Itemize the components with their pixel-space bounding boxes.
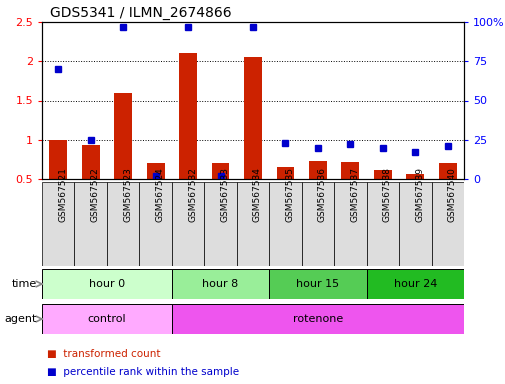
Bar [49,140,67,179]
Bar [82,145,99,179]
Bar [243,57,262,179]
Text: agent: agent [5,314,37,324]
Bar [333,182,366,266]
Bar [42,269,172,299]
Bar [406,174,423,179]
Text: control: control [87,314,126,324]
Bar [172,304,463,334]
Text: GSM567523: GSM567523 [123,167,132,222]
Bar [438,163,456,179]
Bar [269,182,301,266]
Text: ■  percentile rank within the sample: ■ percentile rank within the sample [47,367,239,377]
Text: time: time [12,279,37,289]
Text: GDS5341 / ILMN_2674866: GDS5341 / ILMN_2674866 [50,6,232,20]
Bar [139,182,172,266]
Bar [211,163,229,179]
Text: hour 8: hour 8 [202,279,238,289]
Bar [74,182,107,266]
Text: hour 24: hour 24 [393,279,436,289]
Bar [366,182,398,266]
Text: GSM567524: GSM567524 [156,167,164,222]
Bar [204,182,236,266]
Bar [172,269,269,299]
Bar [276,167,294,179]
Bar [146,163,164,179]
Text: GSM567537: GSM567537 [349,167,359,222]
Text: GSM567535: GSM567535 [285,167,294,222]
Text: GSM567539: GSM567539 [415,167,424,222]
Text: GSM567522: GSM567522 [90,167,99,222]
Bar [366,269,463,299]
Bar [114,93,132,179]
Text: GSM567538: GSM567538 [382,167,391,222]
Text: GSM567540: GSM567540 [447,167,456,222]
Text: ■  transformed count: ■ transformed count [47,349,160,359]
Bar [301,182,333,266]
Text: GSM567534: GSM567534 [252,167,262,222]
Text: rotenone: rotenone [292,314,342,324]
Text: hour 0: hour 0 [89,279,125,289]
Bar [431,182,463,266]
Text: GSM567532: GSM567532 [188,167,196,222]
Bar [269,269,366,299]
Bar [236,182,269,266]
Bar [341,162,359,179]
Text: GSM567533: GSM567533 [220,167,229,222]
Text: GSM567521: GSM567521 [58,167,67,222]
Text: GSM567536: GSM567536 [317,167,326,222]
Bar [398,182,431,266]
Text: hour 15: hour 15 [296,279,339,289]
Bar [373,170,391,179]
Bar [107,182,139,266]
Bar [172,182,204,266]
Bar [42,182,74,266]
Bar [179,53,196,179]
Bar [309,161,326,179]
Bar [42,304,172,334]
